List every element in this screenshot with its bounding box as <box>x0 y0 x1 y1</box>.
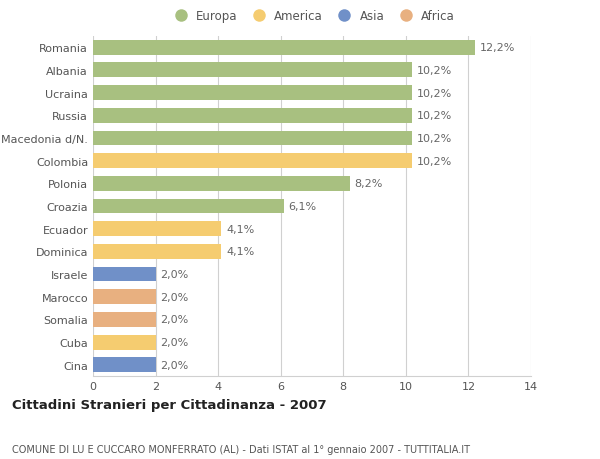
Text: 10,2%: 10,2% <box>417 88 452 98</box>
Bar <box>93 109 412 123</box>
Text: 12,2%: 12,2% <box>479 43 515 53</box>
Text: 10,2%: 10,2% <box>417 66 452 76</box>
Bar <box>93 267 155 282</box>
Text: 10,2%: 10,2% <box>417 134 452 144</box>
Bar <box>93 290 155 304</box>
Bar <box>93 245 221 259</box>
Bar <box>93 41 475 56</box>
Text: 8,2%: 8,2% <box>354 179 383 189</box>
Text: 2,0%: 2,0% <box>160 269 188 280</box>
Bar <box>93 358 155 372</box>
Text: 2,0%: 2,0% <box>160 337 188 347</box>
Text: 4,1%: 4,1% <box>226 247 254 257</box>
Bar <box>93 63 412 78</box>
Bar <box>93 335 155 350</box>
Text: 2,0%: 2,0% <box>160 360 188 370</box>
Text: 6,1%: 6,1% <box>289 202 317 212</box>
Text: 10,2%: 10,2% <box>417 156 452 166</box>
Bar <box>93 154 412 168</box>
Bar <box>93 199 284 214</box>
Bar <box>93 313 155 327</box>
Bar <box>93 222 221 236</box>
Text: 10,2%: 10,2% <box>417 111 452 121</box>
Text: 2,0%: 2,0% <box>160 292 188 302</box>
Bar <box>93 131 412 146</box>
Text: Cittadini Stranieri per Cittadinanza - 2007: Cittadini Stranieri per Cittadinanza - 2… <box>12 398 326 411</box>
Bar <box>93 86 412 101</box>
Text: COMUNE DI LU E CUCCARO MONFERRATO (AL) - Dati ISTAT al 1° gennaio 2007 - TUTTITA: COMUNE DI LU E CUCCARO MONFERRATO (AL) -… <box>12 444 470 454</box>
Legend: Europa, America, Asia, Africa: Europa, America, Asia, Africa <box>164 5 460 28</box>
Bar <box>93 177 350 191</box>
Text: 2,0%: 2,0% <box>160 315 188 325</box>
Text: 4,1%: 4,1% <box>226 224 254 234</box>
